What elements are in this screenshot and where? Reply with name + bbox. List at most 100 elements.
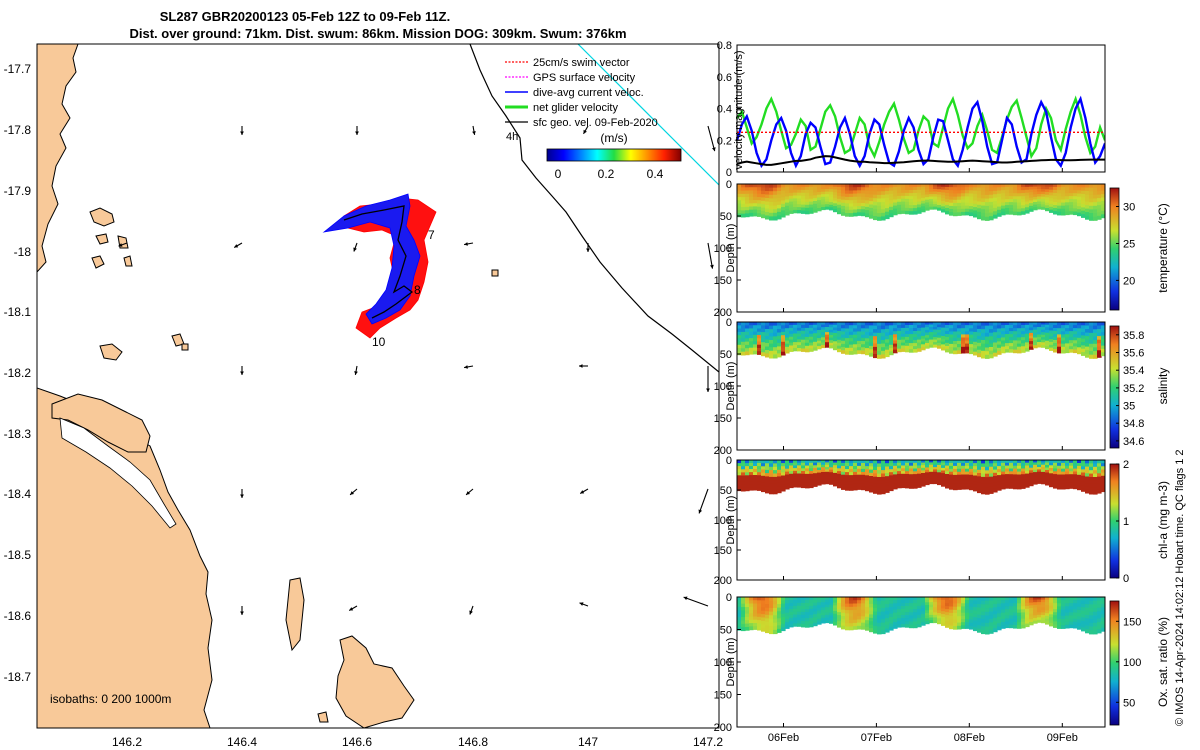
- depth-cell: [865, 600, 870, 605]
- depth-cell: [941, 203, 946, 207]
- depth-cell: [777, 628, 782, 633]
- depth-cell: [1025, 336, 1030, 340]
- depth-cell: [1085, 466, 1090, 471]
- depth-cell: [921, 341, 926, 345]
- depth-cell: [1017, 322, 1022, 326]
- depth-cell: [957, 486, 962, 490]
- depth-cell: [801, 617, 806, 622]
- depth-cell: [941, 611, 946, 615]
- depth-cell: [1057, 340, 1062, 345]
- depth-cell: [1089, 340, 1094, 345]
- depth-cell: [997, 481, 1002, 485]
- depth-cell: [861, 190, 866, 194]
- depth-cell: [737, 331, 742, 336]
- depth-cell: [1045, 324, 1050, 328]
- depth-cell: [905, 476, 910, 480]
- depth-cell: [793, 462, 798, 466]
- depth-cell: [1005, 322, 1010, 326]
- depth-cell: [873, 476, 878, 481]
- depth-cell: [833, 597, 838, 601]
- depth-cell: [837, 192, 842, 197]
- depth-cell: [945, 345, 950, 350]
- depth-cell: [1097, 350, 1102, 355]
- depth-cell: [993, 614, 998, 619]
- depth-cell: [945, 465, 950, 469]
- depth-cell: [745, 603, 750, 608]
- depth-cell: [865, 610, 870, 615]
- depth-cell: [1057, 619, 1062, 623]
- depth-cell: [1069, 621, 1074, 626]
- depth-cell: [749, 613, 754, 618]
- depth-cell: [909, 208, 914, 212]
- depth-cell: [949, 350, 954, 354]
- depth-cell: [849, 469, 854, 473]
- depth-cell: [989, 480, 994, 484]
- depth-cell: [885, 208, 890, 213]
- depth-cell: [1029, 480, 1034, 484]
- depth-cell: [989, 629, 994, 634]
- depth-cell: [929, 199, 934, 203]
- depth-cell: [837, 476, 842, 480]
- depth-cell: [869, 349, 874, 354]
- depth-cell: [1101, 472, 1105, 477]
- depth-cell: [961, 187, 966, 191]
- depth-cell: [869, 488, 874, 493]
- depth-cell: [797, 345, 802, 349]
- depth-cell: [937, 207, 942, 211]
- depth-cell: [1065, 196, 1070, 200]
- depth-cell: [1033, 474, 1038, 478]
- depth-cell: [1013, 187, 1018, 191]
- depth-cell: [849, 481, 854, 485]
- depth-cell: [921, 478, 926, 482]
- depth-cell: [969, 468, 974, 473]
- depth-y-tick-label: 200: [714, 575, 732, 587]
- depth-cell: [781, 623, 786, 628]
- depth-colorbar-tick-label: 1: [1123, 516, 1129, 528]
- depth-cell: [861, 622, 866, 627]
- depth-cell: [737, 335, 742, 339]
- depth-cell: [793, 184, 798, 188]
- depth-cell: [1085, 339, 1090, 344]
- depth-cell: [981, 347, 986, 352]
- depth-cell: [945, 624, 950, 628]
- depth-cell: [801, 342, 806, 346]
- depth-cell: [1061, 471, 1066, 475]
- depth-cell: [829, 322, 834, 326]
- depth-cell: [989, 607, 994, 612]
- depth-cell: [1025, 462, 1030, 466]
- depth-cell: [849, 623, 854, 627]
- depth-cell: [857, 209, 862, 213]
- depth-cell: [1033, 184, 1038, 188]
- depth-cell: [789, 336, 794, 341]
- depth-cell: [997, 328, 1002, 333]
- depth-cell: [1001, 460, 1006, 464]
- depth-cell: [973, 472, 978, 476]
- depth-cell: [1093, 490, 1098, 495]
- depth-cell: [925, 460, 930, 463]
- depth-cell: [789, 184, 794, 188]
- depth-cell: [749, 187, 754, 191]
- depth-cell: [1073, 597, 1078, 601]
- depth-cell: [1025, 210, 1030, 214]
- depth-cell: [949, 322, 954, 326]
- depth-cell: [1101, 197, 1105, 202]
- depth-cell: [1089, 608, 1094, 613]
- depth-cell: [1089, 216, 1094, 221]
- depth-cell: [897, 603, 902, 607]
- depth-cell: [1073, 477, 1078, 481]
- depth-cell: [977, 614, 982, 619]
- depth-cell: [869, 328, 874, 333]
- depth-cell: [1101, 460, 1105, 464]
- depth-cell: [1009, 343, 1014, 347]
- map-y-tick: -18.4: [4, 487, 32, 501]
- depth-cell: [1037, 612, 1042, 616]
- depth-cell: [1093, 213, 1098, 218]
- depth-cell: [1009, 325, 1014, 329]
- depth-cell: [777, 607, 782, 612]
- depth-cell: [1081, 332, 1086, 336]
- depth-cell: [809, 348, 814, 352]
- track-cyan-line: [577, 44, 719, 186]
- depth-cell: [885, 479, 890, 484]
- island-south-1: [285, 577, 305, 652]
- depth-cell: [893, 334, 898, 338]
